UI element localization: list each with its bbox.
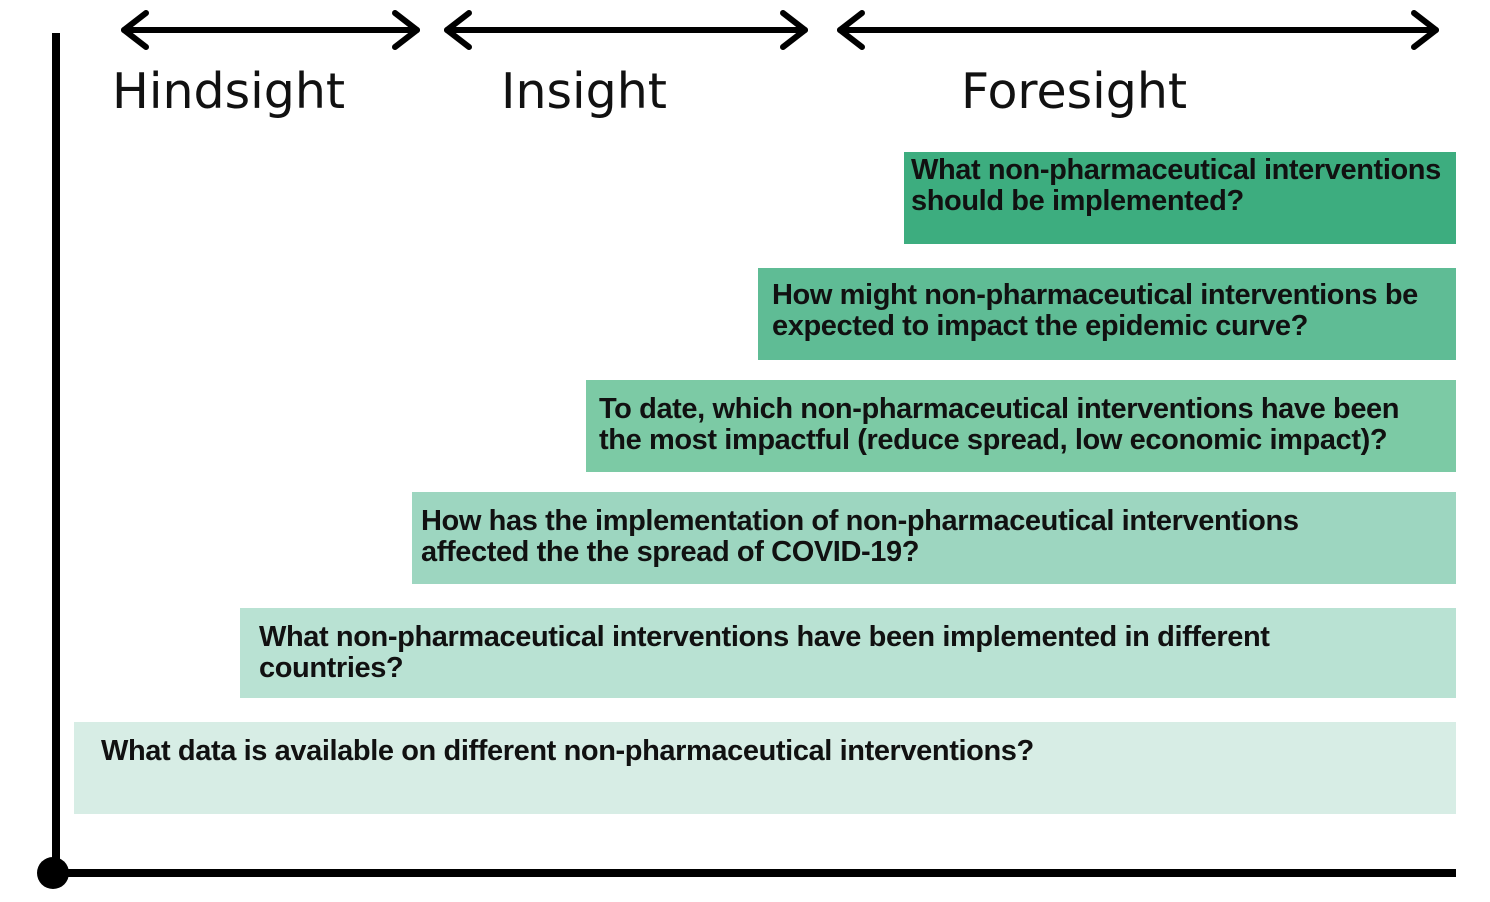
phase-label-hindsight: Hindsight [112,63,346,120]
phase-label-insight: Insight [501,63,668,120]
question-text-6: What data is available on different non-… [101,735,1034,767]
phase-label-foresight: Foresight [961,63,1188,120]
question-box-1: What non-pharmaceutical interventions sh… [904,152,1456,244]
insight-arrow [444,10,808,50]
question-box-4: How has the implementation of non-pharma… [412,492,1456,584]
question-text-4: How has the implementation of non-pharma… [421,505,1299,568]
question-text-1: What non-pharmaceutical interventions sh… [911,154,1441,217]
question-box-3: To date, which non-pharmaceutical interv… [586,380,1456,472]
question-box-6: What data is available on different non-… [74,722,1456,814]
question-box-5: What non-pharmaceutical interventions ha… [240,608,1456,698]
question-text-2: How might non-pharmaceutical interventio… [772,279,1418,342]
foresight-arrow [837,10,1439,50]
question-text-3: To date, which non-pharmaceutical interv… [599,393,1400,456]
hindsight-arrow [121,10,420,50]
question-box-2: How might non-pharmaceutical interventio… [758,268,1456,360]
question-text-5: What non-pharmaceutical interventions ha… [259,621,1270,684]
axis-origin-dot [37,857,69,889]
